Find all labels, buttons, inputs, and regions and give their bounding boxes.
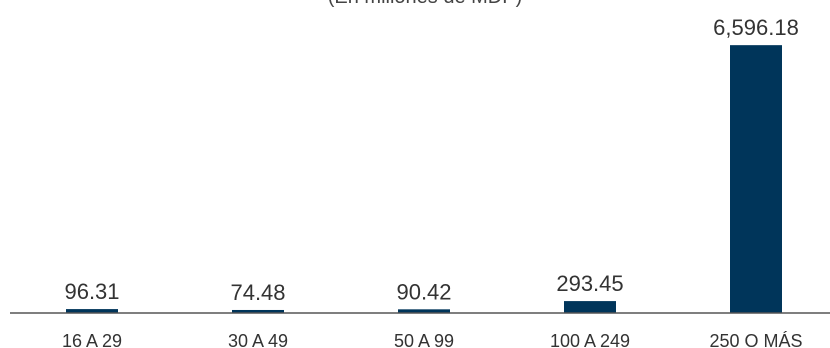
data-label-3: 293.45 <box>556 271 623 296</box>
data-label-1: 74.48 <box>230 280 285 305</box>
bar-4 <box>730 45 782 313</box>
bar-3 <box>564 301 616 313</box>
data-label-4: 6,596.18 <box>713 15 799 40</box>
bar-1 <box>232 309 284 313</box>
data-label-0: 96.31 <box>64 279 119 304</box>
bar-0 <box>66 309 118 313</box>
x-tick-label-2: 50 A 99 <box>394 331 454 348</box>
data-labels-group: 96.31 74.48 90.42 293.45 6,596.18 <box>64 15 798 305</box>
x-tick-label-0: 16 A 29 <box>62 331 122 348</box>
chart-subtitle: (En millones de MDP) <box>328 0 523 8</box>
data-label-2: 90.42 <box>396 279 451 304</box>
x-tick-label-4: 250 O MÁS <box>709 331 802 348</box>
x-tick-label-1: 30 A 49 <box>228 331 288 348</box>
bar-2 <box>398 309 450 313</box>
x-tick-label-3: 100 A 249 <box>550 331 630 348</box>
bars-group <box>66 45 782 313</box>
x-tick-labels-group: 16 A 29 30 A 49 50 A 99 100 A 249 250 O MÁS <box>62 331 803 348</box>
